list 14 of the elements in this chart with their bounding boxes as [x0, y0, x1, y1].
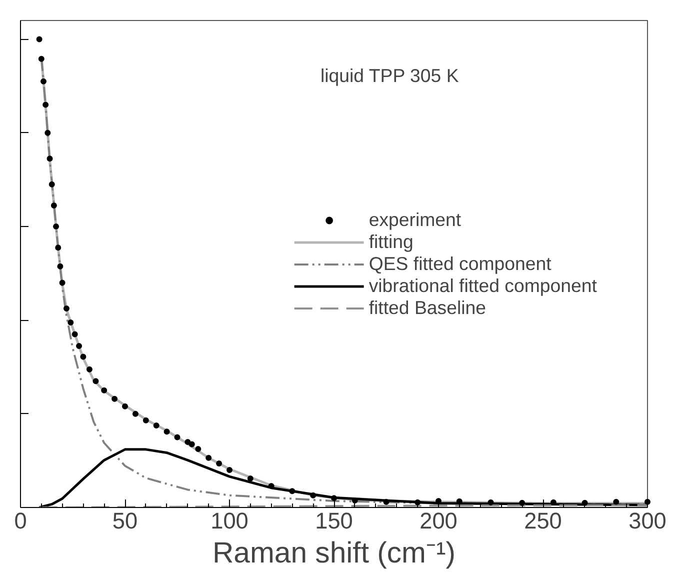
x-tick-label: 300	[628, 508, 666, 534]
x-axis-title: Raman shift (cm⁻¹)	[212, 536, 456, 570]
x-tick-label: 250	[524, 508, 562, 534]
annotation: liquid TPP 305 K	[320, 65, 460, 86]
x-tick-label: 0	[14, 508, 27, 534]
legend-label: experiment	[368, 208, 462, 230]
x-tick-label: 150	[315, 508, 353, 534]
legend-label: QES fitted component	[368, 252, 552, 274]
x-tick-label: 100	[210, 508, 248, 534]
legend-label: fitted Baseline	[368, 296, 486, 318]
x-tick-label: 50	[112, 508, 138, 534]
legend-label: fitting	[368, 230, 414, 252]
x-tick-label: 200	[420, 508, 458, 534]
legend-label: vibrational fitted component	[368, 274, 597, 296]
